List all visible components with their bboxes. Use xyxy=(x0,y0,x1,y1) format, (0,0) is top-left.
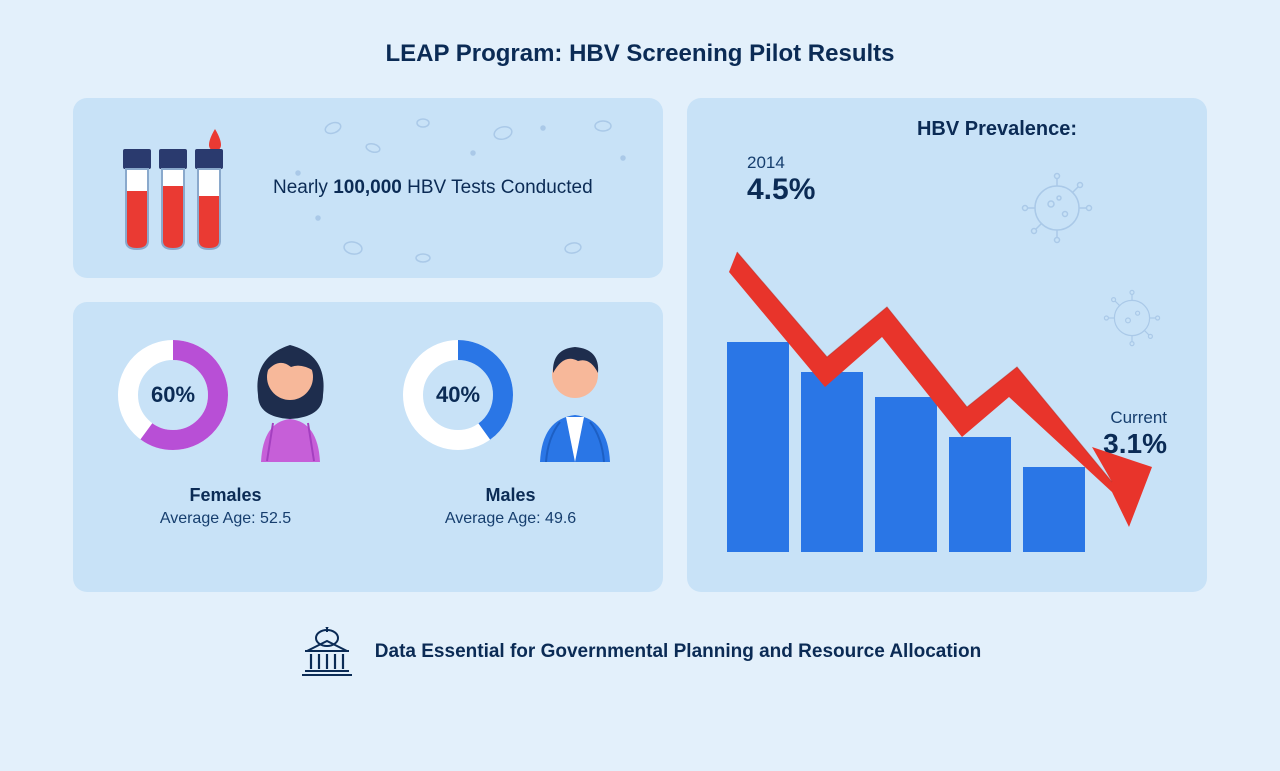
prevalence-bar xyxy=(1023,467,1085,552)
female-column: 60% Females Average Age: 52.5 xyxy=(103,327,348,572)
prevalence-title: HBV Prevalence: xyxy=(717,118,1177,141)
prevalence-chart xyxy=(717,197,1177,567)
government-building-icon xyxy=(299,627,355,677)
prevalence-card: HBV Prevalence: xyxy=(687,98,1207,592)
male-avatar-icon xyxy=(528,327,623,462)
female-percent: 60% xyxy=(113,335,233,455)
male-percent: 40% xyxy=(398,335,518,455)
prevalence-bar xyxy=(875,397,937,552)
female-age: Average Age: 52.5 xyxy=(160,510,291,528)
test-tubes-icon xyxy=(103,121,243,256)
tests-prefix: Nearly xyxy=(273,177,333,198)
tests-text: Nearly 100,000 HBV Tests Conducted xyxy=(273,177,593,199)
prevalence-bar xyxy=(801,372,863,552)
male-donut: 40% xyxy=(398,335,518,455)
footer-text: Data Essential for Governmental Planning… xyxy=(375,641,981,663)
down-arrow-icon xyxy=(729,252,1152,527)
female-label: Females xyxy=(189,485,261,506)
male-age: Average Age: 49.6 xyxy=(445,510,576,528)
page-title: LEAP Program: HBV Screening Pilot Result… xyxy=(60,40,1220,68)
tests-card: Nearly 100,000 HBV Tests Conducted xyxy=(73,98,663,278)
female-donut: 60% xyxy=(113,335,233,455)
footer: Data Essential for Governmental Planning… xyxy=(60,627,1220,677)
male-column: 40% Males Average Age: 49.6 xyxy=(388,327,633,572)
prevalence-bar xyxy=(949,437,1011,552)
tests-suffix: HBV Tests Conducted xyxy=(402,177,593,198)
tests-bold: 100,000 xyxy=(333,177,402,198)
male-label: Males xyxy=(485,485,535,506)
female-avatar-icon xyxy=(243,327,338,462)
prev-start-year: 2014 xyxy=(747,153,815,173)
prevalence-bar xyxy=(727,342,789,552)
demographics-card: 60% Females Average Age: 52.5 xyxy=(73,302,663,592)
content-grid: Nearly 100,000 HBV Tests Conducted 60% xyxy=(60,98,1220,592)
